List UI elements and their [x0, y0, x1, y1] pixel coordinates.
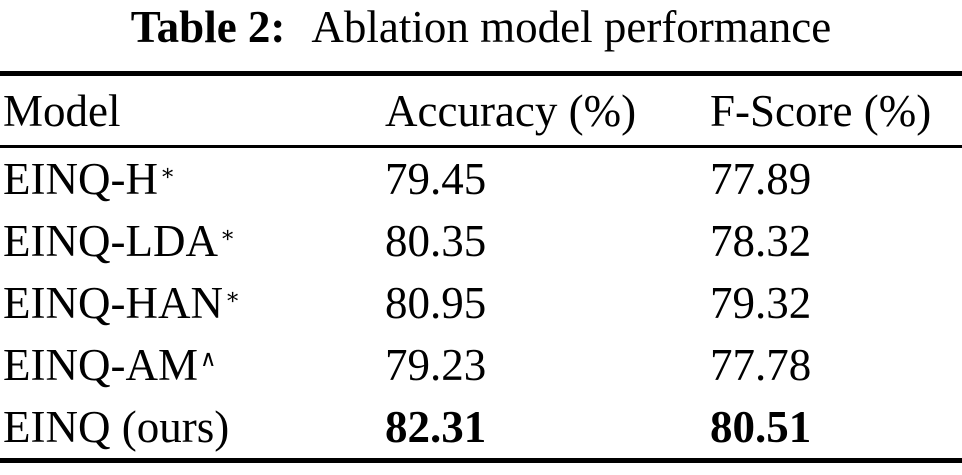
accuracy-cell: 79.23	[385, 340, 487, 390]
table-header: Model Accuracy (%) F-Score (%)	[0, 73, 962, 148]
table-caption: Table 2: Ablation model performance	[0, 0, 962, 56]
model-superscript: ∗	[159, 160, 176, 186]
model-name-cell: EINQ (ours)	[0, 396, 385, 461]
fscore-cell: 79.32	[710, 278, 812, 328]
model-superscript: ∗	[224, 284, 241, 310]
caption-label: Table 2:	[130, 2, 286, 52]
model-name-cell: EINQ-AM∧	[0, 334, 385, 396]
fscore-cell: 77.78	[710, 340, 812, 390]
table-row: EINQ-AM∧ 79.23 77.78	[0, 334, 962, 396]
model-name: EINQ-HAN	[3, 278, 223, 328]
fscore-cell: 80.51	[710, 402, 812, 452]
column-header-accuracy: Accuracy (%)	[385, 73, 710, 148]
model-name-cell: EINQ-HAN∗	[0, 272, 385, 334]
table-body: EINQ-H∗ 79.45 77.89 EINQ-LDA∗ 80.35 78.3…	[0, 147, 962, 461]
table-row-best: EINQ (ours) 82.31 80.51	[0, 396, 962, 461]
accuracy-cell: 80.35	[385, 216, 487, 266]
table-row: EINQ-HAN∗ 80.95 79.32	[0, 272, 962, 334]
model-name: EINQ-AM	[3, 340, 198, 390]
table-row: EINQ-LDA∗ 80.35 78.32	[0, 210, 962, 272]
model-name: EINQ-H	[3, 154, 158, 204]
fscore-cell: 78.32	[710, 216, 812, 266]
model-superscript: ∗	[219, 222, 236, 248]
model-name: EINQ (ours)	[3, 402, 230, 452]
model-superscript: ∧	[199, 346, 217, 372]
table-row: EINQ-H∗ 79.45 77.89	[0, 147, 962, 211]
model-name-cell: EINQ-H∗	[0, 147, 385, 211]
accuracy-cell: 79.45	[385, 154, 487, 204]
accuracy-cell: 82.31	[385, 402, 487, 452]
fscore-cell: 77.89	[710, 154, 812, 204]
accuracy-cell: 80.95	[385, 278, 487, 328]
column-header-model: Model	[0, 73, 385, 148]
ablation-results-table: Model Accuracy (%) F-Score (%) EINQ-H∗ 7…	[0, 71, 962, 463]
column-header-fscore: F-Score (%)	[710, 73, 962, 148]
header-row: Model Accuracy (%) F-Score (%)	[0, 73, 962, 148]
model-name: EINQ-LDA	[3, 216, 218, 266]
caption-text: Ablation model performance	[311, 2, 832, 52]
model-name-cell: EINQ-LDA∗	[0, 210, 385, 272]
